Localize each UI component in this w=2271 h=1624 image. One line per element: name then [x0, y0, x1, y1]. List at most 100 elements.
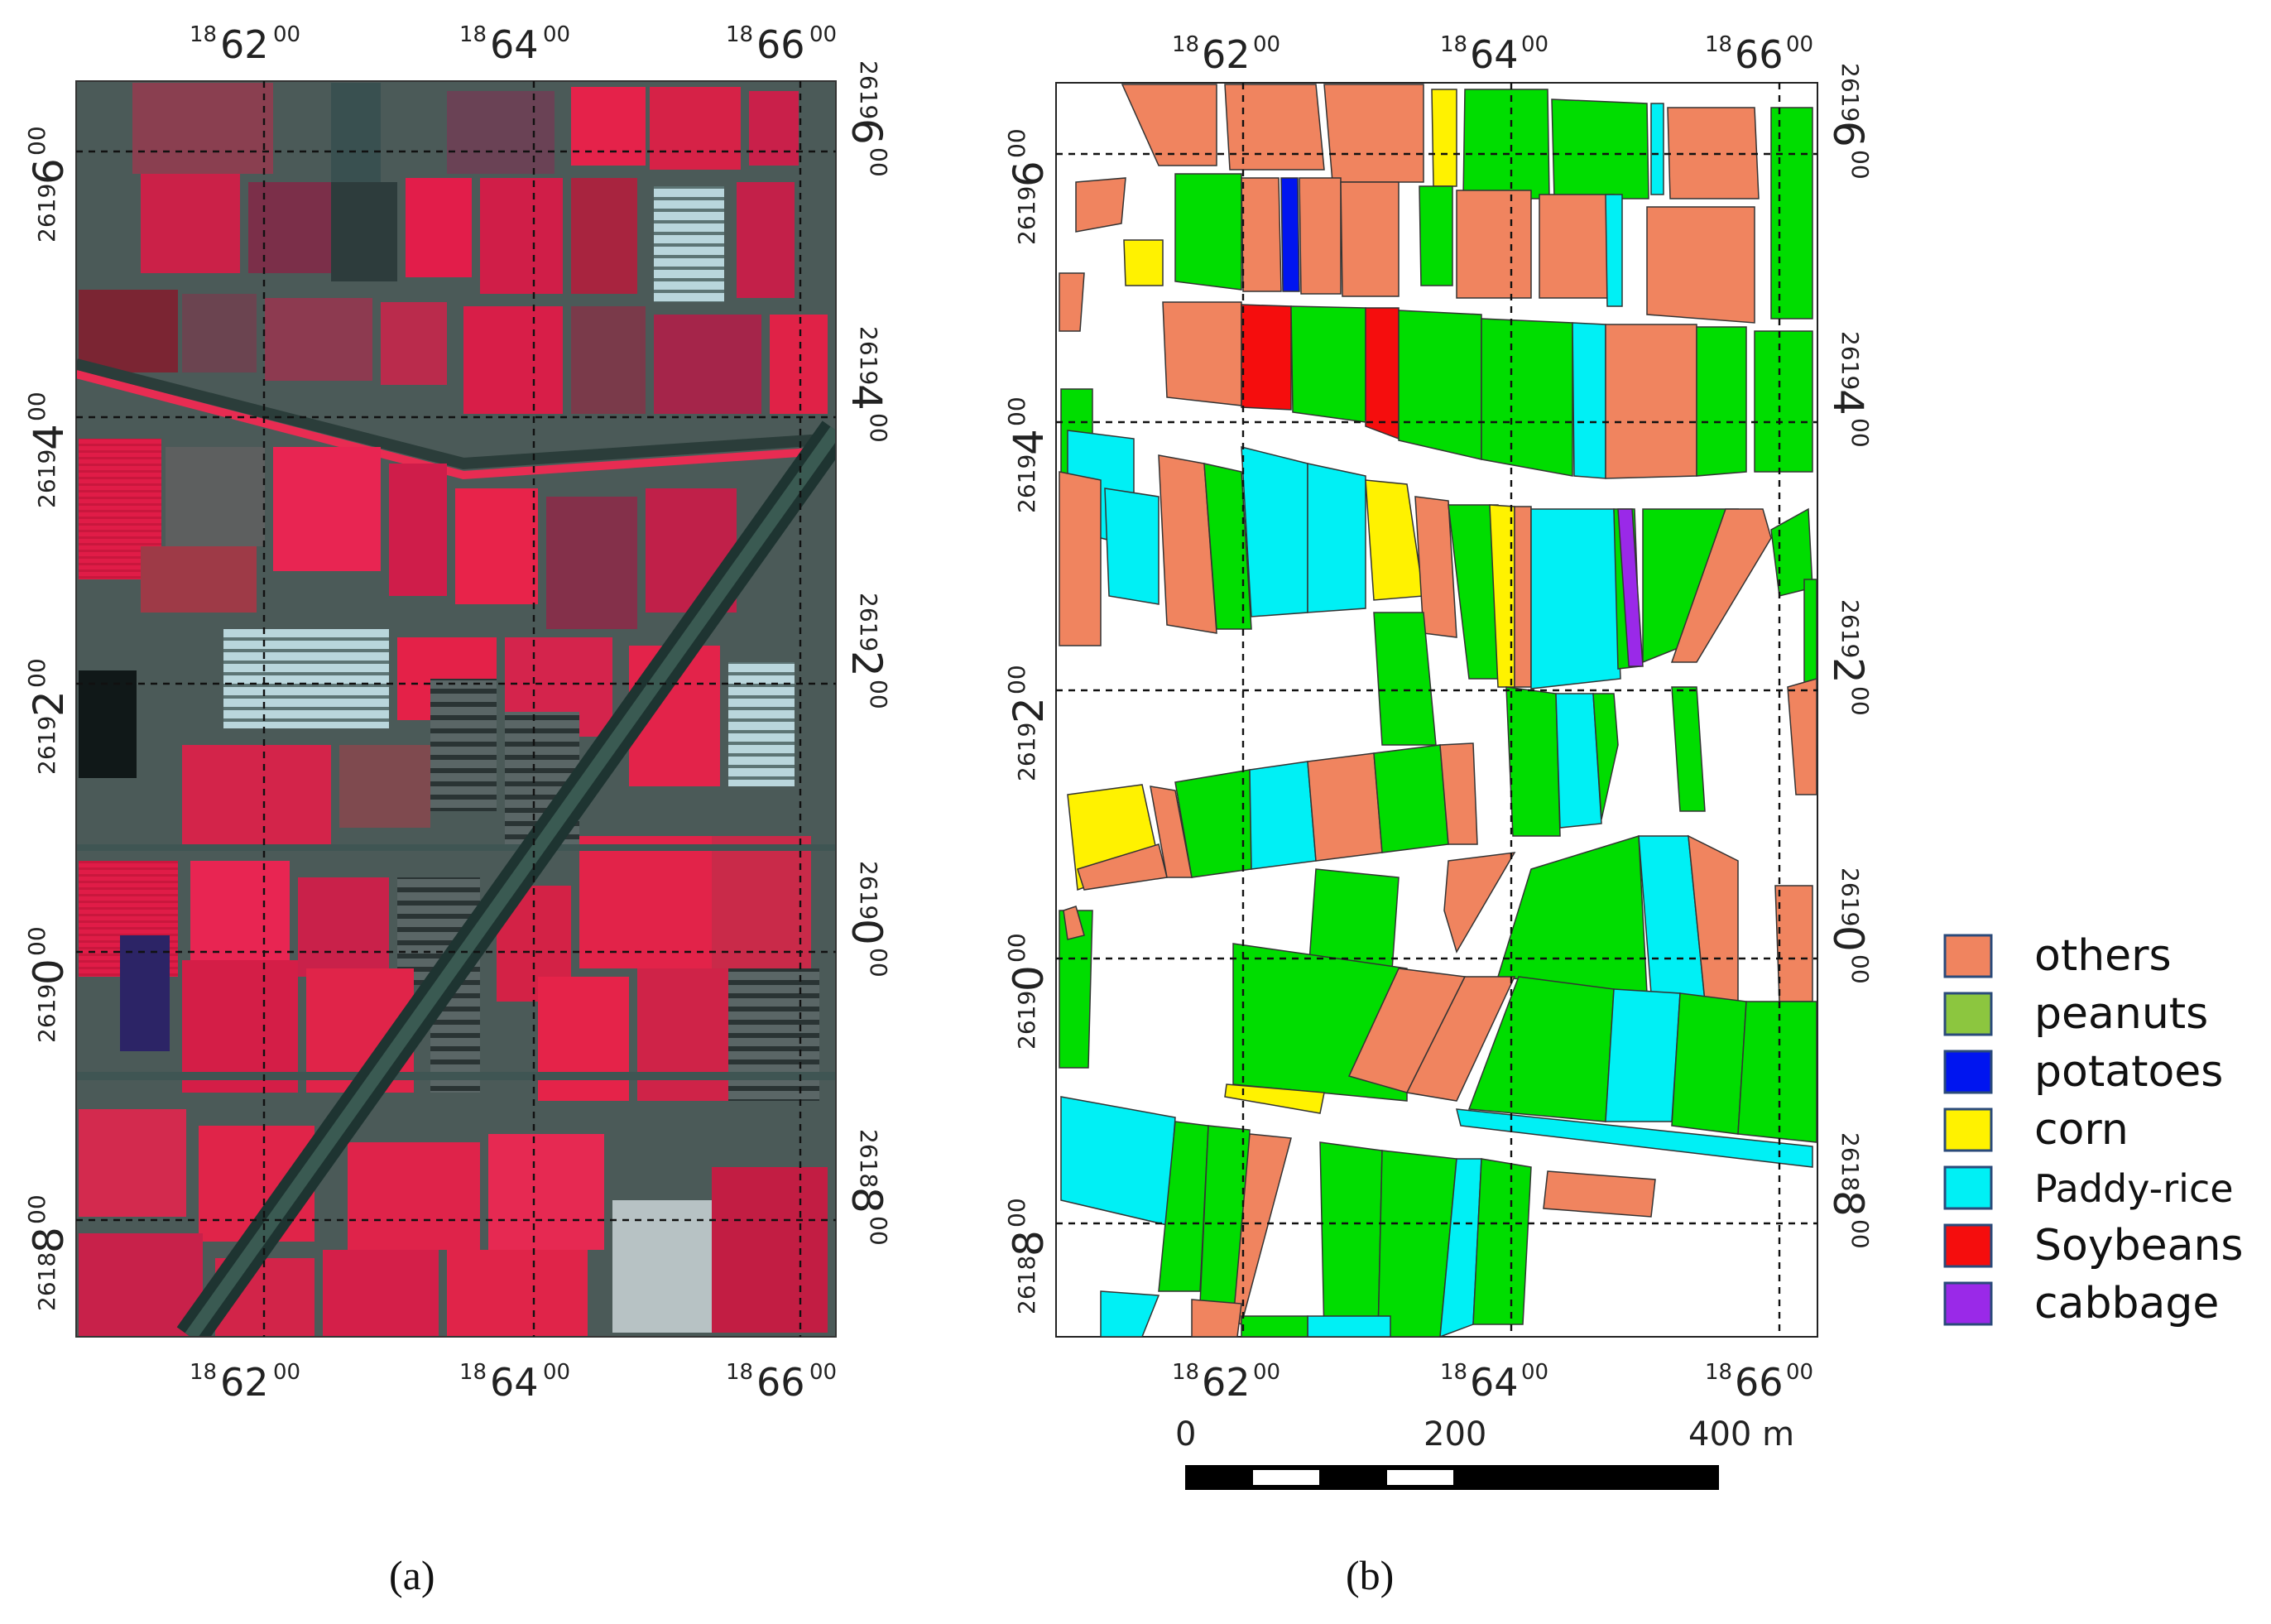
x-tick-bottom-186400-main: 64 [490, 1360, 539, 1405]
svg-text:00: 00 [1846, 418, 1874, 448]
svg-text:8: 8 [843, 1187, 891, 1213]
svg-text:4: 4 [25, 424, 73, 450]
svg-text:2619: 2619 [855, 326, 882, 385]
panel-b-label: (b) [1346, 1552, 1394, 1598]
svg-text:00: 00 [1253, 1360, 1280, 1385]
svg-text:2: 2 [843, 651, 891, 677]
x-tick-bottom-186600-main: 66 [756, 1360, 805, 1405]
svg-text:00: 00 [865, 147, 892, 177]
svg-text:0: 0 [1005, 965, 1053, 992]
svg-text:2619: 2619 [33, 984, 60, 1043]
svg-text:18: 18 [1172, 32, 1199, 57]
legend-swatch-paddy-rice [1943, 1165, 1993, 1210]
svg-text:00: 00 [865, 1216, 892, 1246]
legend-swatch-potatoes [1943, 1050, 1993, 1094]
crop-fields [1059, 84, 1817, 1337]
legend-label-peanuts: peanuts [2034, 989, 2208, 1039]
legend-label-paddy-rice: Paddy-rice [2034, 1166, 2234, 1211]
svg-text:2619: 2619 [1013, 723, 1040, 781]
legend-label-cabbage: cabbage [2034, 1279, 2219, 1329]
svg-text:6: 6 [843, 118, 891, 145]
x-tick-top-186400: 18 [459, 22, 487, 47]
svg-text:64: 64 [1470, 1360, 1519, 1405]
svg-text:00: 00 [1003, 665, 1030, 694]
x-tick-top-186400-main: 64 [490, 22, 539, 67]
panel-a-x-ticks: 18 62 00 18 64 00 18 66 00 18 62 00 18 6… [190, 22, 837, 1405]
legend-label-corn: corn [2034, 1105, 2129, 1155]
scale-label-200: 200 [1424, 1415, 1486, 1453]
x-tick-bottom-186200: 18 [190, 1360, 217, 1385]
svg-text:6: 6 [25, 158, 73, 185]
svg-text:2619: 2619 [1013, 991, 1040, 1050]
svg-text:00: 00 [1786, 1360, 1813, 1385]
svg-text:4: 4 [1005, 429, 1053, 455]
svg-text:2619: 2619 [33, 716, 60, 775]
scale-label-0: 0 [1175, 1415, 1196, 1453]
svg-text:0: 0 [1824, 925, 1872, 952]
svg-text:00: 00 [23, 1194, 50, 1224]
svg-text:2618: 2618 [33, 1252, 60, 1311]
svg-text:00: 00 [1846, 1219, 1874, 1249]
svg-text:2619: 2619 [33, 449, 60, 508]
svg-text:00: 00 [1846, 150, 1874, 180]
x-tick-bottom-186200-suffix: 00 [273, 1360, 300, 1385]
x-tick-top-186200: 18 [190, 22, 217, 47]
legend-swatch-others [1943, 934, 1993, 978]
x-tick-bottom-186400-suffix: 00 [543, 1360, 570, 1385]
svg-text:00: 00 [1003, 933, 1030, 963]
x-tick-top-186600-suffix: 00 [809, 22, 837, 47]
svg-text:00: 00 [865, 680, 892, 709]
panel-a-label: (a) [389, 1552, 435, 1598]
svg-text:6: 6 [1005, 161, 1053, 187]
svg-text:8: 8 [25, 1227, 73, 1253]
svg-text:00: 00 [1786, 32, 1813, 57]
scale-bar: 0 200 400 m [1175, 1415, 1794, 1490]
svg-text:00: 00 [1846, 686, 1874, 716]
legend-swatch-soybeans [1943, 1223, 1993, 1268]
svg-text:0: 0 [25, 959, 73, 985]
svg-text:66: 66 [1735, 32, 1784, 77]
svg-text:2619: 2619 [1836, 63, 1864, 122]
svg-text:2: 2 [25, 690, 73, 717]
svg-text:64: 64 [1470, 32, 1519, 77]
svg-text:2619: 2619 [855, 60, 882, 119]
svg-text:2619: 2619 [1013, 186, 1040, 245]
x-tick-top-186600-main: 66 [756, 22, 805, 67]
scale-bar-segment-1 [1253, 1470, 1319, 1485]
scale-bar-segment-2 [1387, 1470, 1453, 1485]
svg-text:2619: 2619 [1836, 599, 1864, 658]
svg-text:00: 00 [1253, 32, 1280, 57]
x-tick-top-186200-suffix: 00 [273, 22, 300, 47]
svg-text:18: 18 [1705, 32, 1732, 57]
legend-swatch-corn [1943, 1107, 1993, 1152]
svg-text:18: 18 [1705, 1360, 1732, 1385]
svg-text:2618: 2618 [1836, 1132, 1864, 1191]
x-tick-bottom-186200-main: 62 [220, 1360, 269, 1405]
scale-label-400: 400 m [1688, 1415, 1794, 1453]
svg-text:2619: 2619 [33, 184, 60, 243]
svg-text:62: 62 [1202, 1360, 1251, 1405]
svg-text:2619: 2619 [1836, 867, 1864, 926]
svg-text:62: 62 [1202, 32, 1251, 77]
svg-text:18: 18 [1172, 1360, 1199, 1385]
svg-text:2618: 2618 [855, 1129, 882, 1188]
legend-label-others: others [2034, 931, 2172, 981]
svg-text:8: 8 [1824, 1190, 1872, 1217]
svg-text:00: 00 [1521, 1360, 1548, 1385]
svg-text:6: 6 [1824, 121, 1872, 147]
svg-text:2619: 2619 [1836, 331, 1864, 390]
svg-text:00: 00 [23, 392, 50, 421]
panel-b-x-ticks: 18 62 00 18 64 00 18 66 00 18 62 00 18 6… [1172, 32, 1813, 1405]
svg-text:00: 00 [1003, 396, 1030, 426]
legend-label-potatoes: potatoes [2034, 1047, 2223, 1097]
satellite-image [76, 81, 836, 1337]
svg-text:00: 00 [1846, 954, 1874, 984]
svg-text:2619: 2619 [1013, 454, 1040, 513]
svg-text:00: 00 [1003, 128, 1030, 158]
svg-text:00: 00 [865, 413, 892, 443]
svg-text:2: 2 [1005, 697, 1053, 723]
